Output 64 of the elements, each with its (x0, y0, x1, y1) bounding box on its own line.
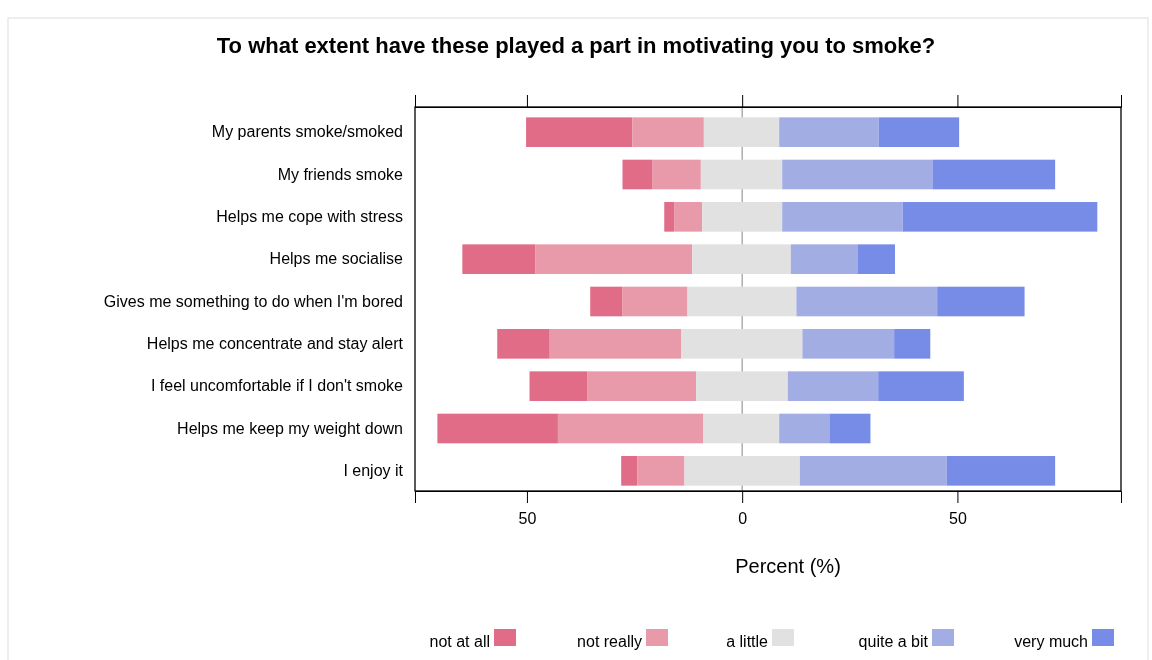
bar (700, 159, 783, 190)
bar (526, 117, 633, 147)
bar (782, 202, 903, 232)
legend-label: quite a bit (858, 633, 929, 650)
bar (674, 202, 703, 232)
bar (779, 117, 879, 147)
x-tick-label: 0 (738, 510, 748, 528)
bar (878, 371, 964, 401)
bar (681, 329, 803, 359)
y-tick-label: Gives me something to do when I'm bored (103, 292, 403, 310)
bar (549, 329, 682, 359)
bar (799, 456, 947, 486)
y-tick-label: My parents smoke/smoked (211, 123, 403, 141)
y-tick-label: I enjoy it (343, 461, 404, 479)
bar (937, 286, 1025, 317)
bar (590, 286, 623, 317)
legend-label: a little (726, 633, 769, 650)
x-tick-label: 50 (518, 510, 537, 528)
bar (932, 159, 1056, 190)
y-tick-label: Helps me socialise (269, 250, 404, 268)
bar (652, 159, 701, 190)
bar (702, 202, 783, 232)
bar (632, 117, 704, 147)
bar (684, 456, 800, 486)
x-axis-title: Percent (%) (735, 555, 841, 577)
legend-label: not really (577, 633, 642, 650)
bar (703, 117, 780, 147)
bar (857, 244, 895, 274)
bar (946, 456, 1056, 486)
y-tick-label: I feel uncomfortable if I don't smoke (150, 377, 404, 395)
bar (787, 371, 879, 401)
bar (696, 371, 788, 401)
bar (796, 286, 938, 317)
bar (535, 244, 693, 274)
bar (437, 413, 558, 444)
bar (687, 286, 797, 317)
bar (802, 329, 895, 359)
legend-label: not at all (429, 633, 490, 650)
bar (829, 413, 871, 444)
y-tick-label: Helps me concentrate and stay alert (146, 334, 404, 352)
x-tick-label: 50 (949, 510, 967, 528)
y-tick-label: Helps me cope with stress (216, 207, 403, 225)
bar (497, 329, 550, 359)
bar (703, 413, 780, 444)
y-tick-label: My friends smoke (277, 165, 404, 183)
bar (637, 456, 685, 486)
bar (692, 244, 791, 274)
bar (782, 159, 933, 190)
bar (462, 244, 536, 274)
bar (790, 244, 858, 274)
bar (664, 202, 675, 232)
legend-label: very much (1014, 633, 1088, 650)
bar (557, 413, 704, 444)
y-tick-label: Helps me keep my weight down (177, 419, 403, 437)
bar (529, 371, 588, 401)
bar (878, 117, 960, 147)
bar (622, 286, 688, 317)
bar (894, 329, 931, 359)
bar (621, 456, 638, 486)
bar (902, 202, 1098, 232)
bar (622, 159, 653, 190)
bar (587, 371, 697, 401)
chart-title: To what extent have these played a part in motivating you to smoke? (216, 33, 936, 58)
bar (779, 413, 830, 444)
